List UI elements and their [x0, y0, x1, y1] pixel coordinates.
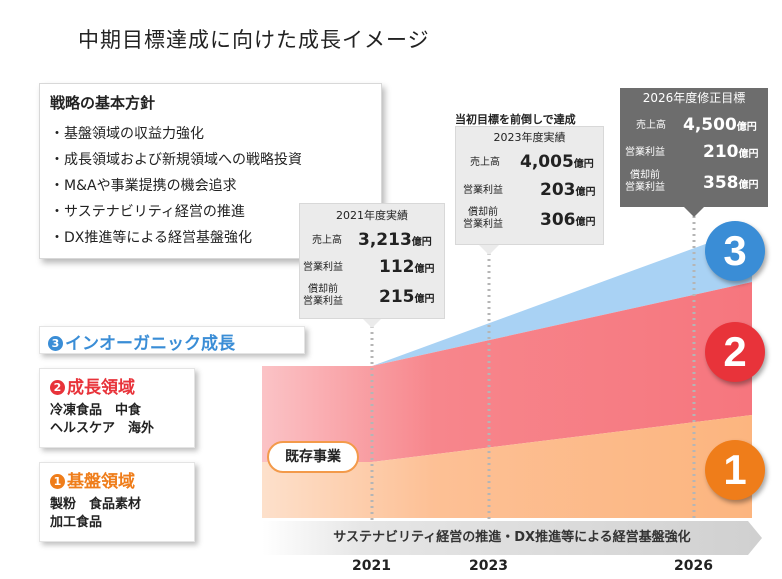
op-value: 203億円	[540, 180, 596, 200]
category-sub: 製粉 食品素材	[50, 497, 142, 512]
sales-value: 4,500億円	[683, 115, 757, 135]
op-label: 営業利益	[625, 147, 665, 158]
circle-2: 2	[705, 322, 765, 382]
category-name: 成長領域	[67, 378, 135, 398]
circle-3: 3	[705, 221, 765, 281]
panel-2023: 2023年度実績 売上高 4,005億円 営業利益 203億円 償却前 営業利益 …	[455, 126, 604, 245]
strategy-item: ・DX推進等による経営基盤強化	[50, 230, 252, 246]
year-2026: 2026	[674, 558, 713, 574]
ebitda-label: 償却前 営業利益	[463, 207, 503, 230]
strategy-item: ・サステナビリティ経営の推進	[50, 204, 245, 220]
panel-2021: 2021年度実績 売上高 3,213億円 営業利益 112億円 償却前 営業利益 …	[299, 203, 445, 319]
strategy-item: ・基盤領域の収益力強化	[50, 126, 204, 142]
ebitda-value: 306億円	[540, 210, 596, 230]
category-sub: ヘルスケア 海外	[50, 421, 155, 436]
inorganic-band	[372, 227, 752, 366]
category-number-2: 2	[50, 380, 65, 395]
sales-label: 売上高	[636, 120, 666, 131]
page-title: 中期目標達成に向けた成長イメージ	[78, 28, 430, 52]
pointer-2021	[362, 318, 382, 328]
base-band	[262, 415, 752, 518]
category-base: 1 基盤領域 製粉 食品素材 加工食品	[39, 462, 195, 542]
category-inorganic: 3 インオーガニック成長	[39, 326, 305, 354]
year-2023: 2023	[469, 558, 508, 574]
foundation-banner	[262, 521, 762, 555]
circle-1: 1	[705, 440, 765, 500]
sales-value: 3,213億円	[358, 230, 432, 250]
ebitda-label: 償却前 営業利益	[303, 284, 343, 307]
op-value: 112億円	[379, 257, 435, 277]
sales-value: 4,005億円	[520, 152, 594, 172]
strategy-heading: 戦略の基本方針	[50, 94, 156, 112]
existing-business-label: 既存事業	[267, 441, 359, 473]
ebitda-value: 358億円	[703, 173, 759, 193]
panel-2023-year: 2023年度実績	[493, 131, 566, 144]
category-sub: 冷凍食品 中食	[50, 403, 142, 418]
pointer-2023	[479, 245, 499, 255]
pointer-2026	[684, 207, 704, 217]
ebitda-value: 215億円	[379, 287, 435, 307]
ebitda-label: 償却前 営業利益	[625, 170, 665, 193]
category-number-1: 1	[50, 474, 65, 489]
category-name: インオーガニック成長	[65, 334, 235, 354]
category-sub: 加工食品	[50, 515, 103, 530]
growth-band	[262, 282, 752, 462]
panel-2021-year: 2021年度実績	[336, 209, 408, 222]
sales-label: 売上高	[312, 235, 342, 246]
category-growth: 2 成長領域 冷凍食品 中食 ヘルスケア 海外	[39, 368, 195, 448]
foundation-banner-text: サステナビリティ経営の推進・DX推進等による経営基盤強化	[333, 530, 691, 545]
op-value: 210億円	[703, 142, 759, 162]
sales-label: 売上高	[470, 157, 500, 168]
panel-2026-year: 2026年度修正目標	[620, 88, 768, 108]
strategy-item: ・成長領域および新規領域への戦略投資	[50, 152, 302, 168]
category-number-3: 3	[48, 336, 63, 351]
op-label: 営業利益	[303, 262, 343, 273]
strategy-item: ・M&Aや事業提携の機会追求	[50, 178, 237, 194]
op-label: 営業利益	[463, 185, 503, 196]
panel-2026: 2026年度修正目標 売上高 4,500億円 営業利益 210億円 償却前 営業利…	[620, 88, 768, 207]
year-2021: 2021	[352, 558, 391, 574]
note-2023: 当初目標を前倒しで達成	[455, 113, 576, 126]
category-name: 基盤領域	[67, 472, 135, 492]
